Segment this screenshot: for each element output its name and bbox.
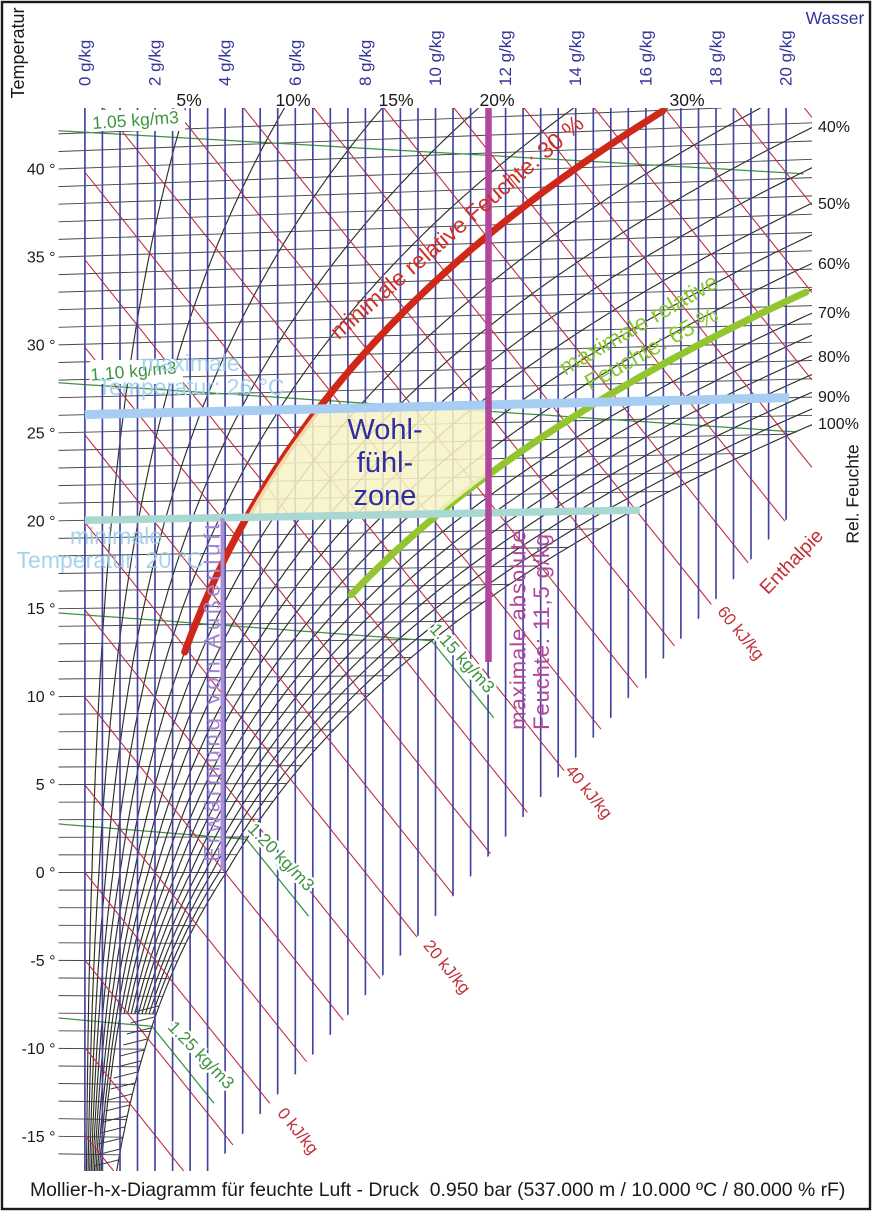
svg-text:50%: 50%	[818, 196, 850, 213]
svg-text:maximale absolute: maximale absolute	[506, 529, 531, 729]
svg-text:2 g/kg: 2 g/kg	[146, 40, 165, 86]
svg-text:Mollier-h-x-Diagramm für feuch: Mollier-h-x-Diagramm für feuchte Luft - …	[30, 1179, 845, 1201]
svg-text:18 g/kg: 18 g/kg	[707, 30, 726, 86]
svg-text:Wohl-: Wohl-	[347, 414, 422, 446]
svg-text:16 g/kg: 16 g/kg	[636, 30, 655, 86]
svg-text:Temperatur: Temperatur	[8, 7, 28, 98]
svg-text:6 g/kg: 6 g/kg	[286, 40, 305, 86]
svg-text:-5 °: -5 °	[30, 953, 55, 970]
svg-text:Temperatur: 20 °C: Temperatur: 20 °C	[17, 547, 204, 573]
svg-text:10 g/kg: 10 g/kg	[426, 30, 445, 86]
svg-text:maximale: maximale	[141, 350, 239, 376]
svg-text:35 °: 35 °	[27, 250, 56, 267]
svg-text:30 °: 30 °	[27, 337, 56, 354]
svg-text:Feuchte: 11,5 g/kg: Feuchte: 11,5 g/kg	[529, 533, 554, 730]
svg-text:70%: 70%	[818, 305, 850, 322]
svg-text:90%: 90%	[818, 389, 850, 406]
svg-text:-15 °: -15 °	[22, 1129, 56, 1146]
svg-text:minimale: minimale	[70, 523, 162, 549]
svg-text:zone: zone	[354, 480, 417, 512]
svg-text:15%: 15%	[378, 90, 413, 110]
svg-text:12 g/kg: 12 g/kg	[496, 30, 515, 86]
svg-text:5 °: 5 °	[36, 777, 56, 794]
svg-text:80%: 80%	[818, 349, 850, 366]
svg-text:fühl-: fühl-	[357, 447, 413, 479]
svg-text:60%: 60%	[818, 256, 850, 273]
svg-text:20 g/kg: 20 g/kg	[777, 30, 796, 86]
svg-text:0 °: 0 °	[36, 865, 56, 882]
svg-text:Wasser: Wasser	[806, 8, 865, 28]
svg-text:40 °: 40 °	[27, 162, 56, 179]
svg-text:5%: 5%	[176, 90, 201, 110]
svg-text:100%: 100%	[818, 416, 859, 433]
svg-text:40%: 40%	[818, 119, 850, 136]
svg-text:0 g/kg: 0 g/kg	[75, 40, 94, 86]
svg-text:20%: 20%	[479, 90, 514, 110]
svg-text:30%: 30%	[669, 90, 704, 110]
svg-text:Temperatur: 26 °C: Temperatur: 26 °C	[98, 374, 285, 400]
svg-text:14 g/kg: 14 g/kg	[566, 30, 585, 86]
svg-text:Erwärmung von Außenluft: Erwärmung von Außenluft	[200, 520, 225, 862]
svg-text:-10 °: -10 °	[22, 1041, 56, 1058]
svg-text:10%: 10%	[275, 90, 310, 110]
svg-text:15 °: 15 °	[27, 601, 56, 618]
svg-text:25 °: 25 °	[27, 425, 56, 442]
svg-text:8 g/kg: 8 g/kg	[356, 40, 375, 86]
svg-text:4 g/kg: 4 g/kg	[216, 40, 235, 86]
svg-text:20 °: 20 °	[27, 513, 56, 530]
svg-text:Rel. Feuchte: Rel. Feuchte	[843, 444, 863, 543]
svg-text:10 °: 10 °	[27, 689, 56, 706]
